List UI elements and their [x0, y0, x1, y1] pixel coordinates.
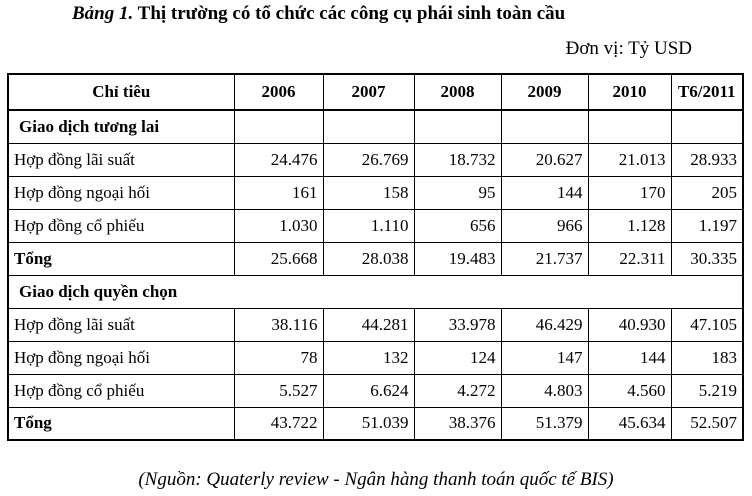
table-row: Hợp đồng cổ phiếu 1.030 1.110 656 966 1.… [7, 208, 744, 243]
table-row: Hợp đồng cổ phiếu 5.527 6.624 4.272 4.80… [7, 373, 744, 408]
value-cell: 4.560 [587, 373, 672, 408]
row-label: Hợp đồng ngoại hối [7, 175, 235, 210]
value-cell: 5.219 [670, 373, 744, 408]
value-cell: 4.272 [413, 373, 502, 408]
total-row: Tổng 43.722 51.039 38.376 51.379 45.634 … [7, 406, 744, 441]
value-cell: 161 [233, 175, 324, 210]
total-cell: 19.483 [413, 241, 502, 276]
value-cell: 158 [322, 175, 415, 210]
value-cell: 20.627 [500, 142, 589, 177]
section-row: Giao dịch quyền chọn [7, 274, 744, 309]
value-cell: 124 [413, 340, 502, 375]
total-cell: 28.038 [322, 241, 415, 276]
total-cell: 43.722 [233, 406, 324, 441]
section-row: Giao dịch tương lai [7, 109, 744, 144]
value-cell: 1.110 [322, 208, 415, 243]
table-row: Hợp đồng ngoại hối 78 132 124 147 144 18… [7, 340, 744, 375]
value-cell: 46.429 [500, 307, 589, 342]
total-cell: 25.668 [233, 241, 324, 276]
section-heading: Giao dịch tương lai [7, 109, 235, 144]
total-cell: 38.376 [413, 406, 502, 441]
row-label: Hợp đồng cổ phiếu [7, 208, 235, 243]
value-cell: 18.732 [413, 142, 502, 177]
value-cell: 44.281 [322, 307, 415, 342]
value-cell: 26.769 [322, 142, 415, 177]
value-cell: 966 [500, 208, 589, 243]
section-heading: Giao dịch quyền chọn [7, 274, 744, 309]
value-cell: 40.930 [587, 307, 672, 342]
empty-cell [413, 109, 502, 144]
unit-note: Đơn vị: Tỷ USD [565, 38, 692, 59]
value-cell: 147 [500, 340, 589, 375]
empty-cell [587, 109, 672, 144]
column-header: T6/2011 [670, 73, 744, 111]
value-cell: 144 [587, 340, 672, 375]
value-cell: 21.013 [587, 142, 672, 177]
total-cell: 45.634 [587, 406, 672, 441]
total-cell: 51.039 [322, 406, 415, 441]
column-header: 2006 [233, 73, 324, 111]
column-header: 2007 [322, 73, 415, 111]
value-cell: 33.978 [413, 307, 502, 342]
row-label: Hợp đồng lãi suất [7, 307, 235, 342]
value-cell: 1.128 [587, 208, 672, 243]
empty-cell [670, 109, 744, 144]
empty-cell [233, 109, 324, 144]
derivatives-table: Chỉ tiêu 2006 2007 2008 2009 2010 T6/201… [7, 73, 744, 441]
table-row: Hợp đồng ngoại hối 161 158 95 144 170 20… [7, 175, 744, 210]
total-label: Tổng [7, 406, 235, 441]
total-cell: 51.379 [500, 406, 589, 441]
column-header: Chỉ tiêu [7, 73, 235, 111]
table-number-label: Bảng 1. [72, 3, 134, 24]
total-cell: 30.335 [670, 241, 744, 276]
value-cell: 78 [233, 340, 324, 375]
row-label: Hợp đồng ngoại hối [7, 340, 235, 375]
value-cell: 47.105 [670, 307, 744, 342]
header-row: Chỉ tiêu 2006 2007 2008 2009 2010 T6/201… [7, 73, 744, 111]
table-title: Bảng 1. Thị trường có tổ chức các công c… [72, 3, 565, 25]
value-cell: 183 [670, 340, 744, 375]
row-label: Hợp đồng lãi suất [7, 142, 235, 177]
value-cell: 205 [670, 175, 744, 210]
total-cell: 22.311 [587, 241, 672, 276]
empty-cell [500, 109, 589, 144]
value-cell: 38.116 [233, 307, 324, 342]
value-cell: 5.527 [233, 373, 324, 408]
empty-cell [322, 109, 415, 144]
value-cell: 95 [413, 175, 502, 210]
table-title-text: Thị trường có tổ chức các công cụ phái s… [133, 3, 566, 24]
value-cell: 144 [500, 175, 589, 210]
total-row: Tổng 25.668 28.038 19.483 21.737 22.311 … [7, 241, 744, 276]
column-header: 2008 [413, 73, 502, 111]
value-cell: 28.933 [670, 142, 744, 177]
value-cell: 6.624 [322, 373, 415, 408]
table-row: Hợp đồng lãi suất 38.116 44.281 33.978 4… [7, 307, 744, 342]
total-cell: 52.507 [670, 406, 744, 441]
column-header: 2009 [500, 73, 589, 111]
value-cell: 24.476 [233, 142, 324, 177]
total-cell: 21.737 [500, 241, 589, 276]
value-cell: 1.030 [233, 208, 324, 243]
value-cell: 170 [587, 175, 672, 210]
value-cell: 656 [413, 208, 502, 243]
row-label: Hợp đồng cổ phiếu [7, 373, 235, 408]
value-cell: 4.803 [500, 373, 589, 408]
value-cell: 1.197 [670, 208, 744, 243]
source-note: (Nguồn: Quaterly review - Ngân hàng than… [138, 469, 614, 490]
total-label: Tổng [7, 241, 235, 276]
table-row: Hợp đồng lãi suất 24.476 26.769 18.732 2… [7, 142, 744, 177]
column-header: 2010 [587, 73, 672, 111]
value-cell: 132 [322, 340, 415, 375]
